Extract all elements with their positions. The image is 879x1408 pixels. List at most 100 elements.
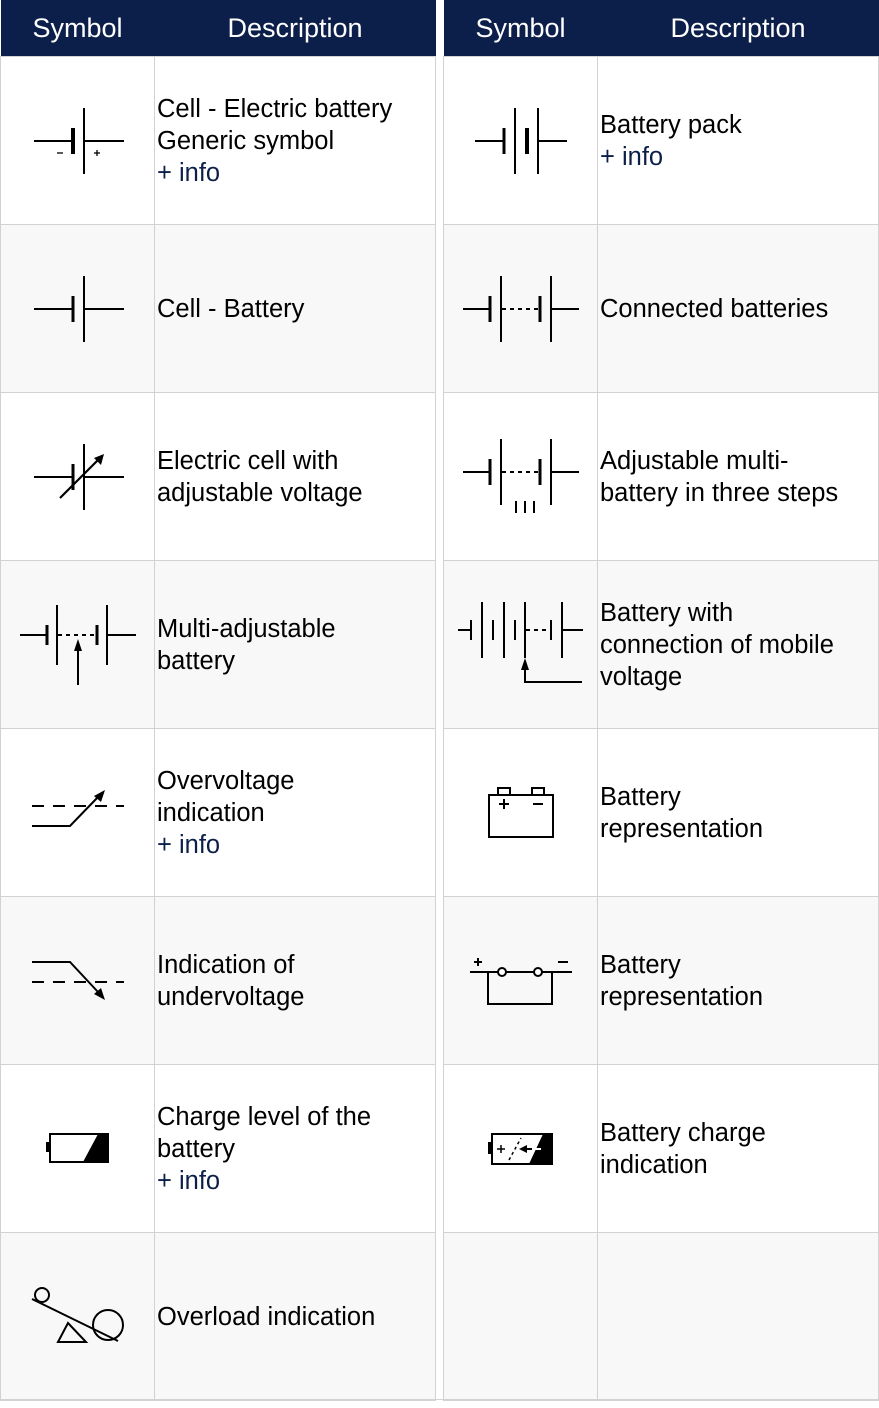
description-line: battery in three steps	[600, 478, 839, 507]
battery-pack-icon	[474, 107, 567, 174]
description-line: connection of mobile	[600, 630, 834, 659]
description-line: Generic symbol	[157, 126, 335, 155]
symbol-cell	[0, 224, 155, 393]
right-header-symbol: Symbol	[443, 0, 598, 57]
info-link[interactable]: + info	[600, 142, 664, 171]
info-link[interactable]: + info	[157, 830, 221, 859]
description-line: representation	[600, 814, 764, 843]
overload-icon	[31, 1286, 124, 1343]
description-line: Electric cell with	[157, 446, 339, 475]
table-row: Battery with connection of mobile voltag…	[443, 560, 879, 729]
symbol-cell	[443, 1232, 598, 1401]
adjustable-cell-icon	[33, 443, 124, 510]
symbol-cell	[0, 1232, 155, 1401]
symbol-cell	[0, 560, 155, 729]
table-gap	[436, 0, 443, 1400]
mobile-voltage-battery-icon	[457, 601, 583, 683]
symbol-cell	[443, 728, 598, 897]
symbol-cell	[443, 560, 598, 729]
info-link[interactable]: + info	[157, 158, 221, 187]
symbol-cell	[443, 1064, 598, 1233]
battery-charge-icon	[487, 1132, 553, 1165]
battery-box-icon	[487, 786, 554, 838]
battery-cell-icon	[33, 275, 124, 342]
description-line: Adjustable multi-	[600, 446, 789, 475]
description-cell: Battery pack + info	[597, 56, 879, 225]
multi-adjustable-battery-icon	[19, 604, 136, 685]
symbol-cell	[443, 392, 598, 561]
description-line: Battery charge	[600, 1118, 766, 1147]
right-symbol-table: Symbol Description Batte	[443, 0, 879, 1401]
left-symbol-table: Symbol Description	[0, 0, 436, 1401]
symbol-cell	[0, 1064, 155, 1233]
table-row: Battery charge indication	[443, 1064, 879, 1233]
description-cell: Cell - Electric battery Generic symbol +…	[154, 56, 436, 225]
overvoltage-icon	[31, 789, 124, 827]
symbol-cell	[0, 392, 155, 561]
table-row: Battery representation	[443, 896, 879, 1065]
description-line: Battery	[600, 950, 681, 979]
description-line: adjustable voltage	[157, 478, 363, 507]
description-line: Multi-adjustable	[157, 614, 336, 643]
description-line: representation	[600, 982, 764, 1011]
description-cell: Battery with connection of mobile voltag…	[597, 560, 879, 729]
symbol-cell	[443, 224, 598, 393]
description-cell	[597, 1232, 879, 1401]
table-row: Cell - Electric battery Generic symbol +…	[0, 56, 436, 225]
description-cell: Cell - Battery	[154, 224, 436, 393]
description-line: Overload indication	[157, 1302, 376, 1331]
description-line: Indication of	[157, 950, 295, 979]
left-header-description: Description	[154, 0, 436, 57]
description-line: Battery with	[600, 598, 734, 627]
table-row: Charge level of the battery + info	[0, 1064, 436, 1233]
left-header-row: Symbol Description	[0, 0, 436, 57]
description-line: Battery pack	[600, 110, 742, 139]
description-line: Overvoltage	[157, 766, 295, 795]
description-line: indication	[157, 798, 265, 827]
bottom-divider	[0, 1399, 879, 1400]
description-cell: Battery representation	[597, 728, 879, 897]
description-line: voltage	[600, 662, 683, 691]
symbol-cell	[0, 56, 155, 225]
left-header-symbol: Symbol	[0, 0, 155, 57]
charge-level-icon	[45, 1132, 109, 1163]
symbol-cell	[443, 56, 598, 225]
right-header-row: Symbol Description	[443, 0, 879, 57]
table-row: Adjustable multi- battery in three steps	[443, 392, 879, 561]
battery-box-terminals-icon	[469, 957, 572, 1005]
table-row: Battery representation	[443, 728, 879, 897]
description-cell: Connected batteries	[597, 224, 879, 393]
table-row: Overload indication	[0, 1232, 436, 1401]
generic-battery-cell-icon	[33, 107, 124, 174]
info-link[interactable]: + info	[157, 1166, 221, 1195]
description-line: Battery	[600, 782, 681, 811]
description-line: indication	[600, 1150, 708, 1179]
table-row	[443, 1232, 879, 1401]
description-cell: Overvoltage indication + info	[154, 728, 436, 897]
description-line: Cell - Electric battery	[157, 94, 393, 123]
table-row: Multi-adjustable battery	[0, 560, 436, 729]
symbol-cell	[443, 896, 598, 1065]
description-cell: Charge level of the battery + info	[154, 1064, 436, 1233]
description-cell: Indication of undervoltage	[154, 896, 436, 1065]
description-line: battery	[157, 646, 235, 675]
description-cell: Multi-adjustable battery	[154, 560, 436, 729]
description-line: Connected batteries	[600, 294, 829, 323]
three-step-battery-icon	[462, 438, 579, 513]
description-cell: Battery representation	[597, 896, 879, 1065]
description-cell: Adjustable multi- battery in three steps	[597, 392, 879, 561]
description-line: battery	[157, 1134, 235, 1163]
table-row: Indication of undervoltage	[0, 896, 436, 1065]
table-row: Battery pack + info	[443, 56, 879, 225]
table-row: Electric cell with adjustable voltage	[0, 392, 436, 561]
description-cell: Electric cell with adjustable voltage	[154, 392, 436, 561]
symbol-cell	[0, 728, 155, 897]
symbol-cell	[0, 896, 155, 1065]
right-header-description: Description	[597, 0, 879, 57]
table-row: Cell - Battery	[0, 224, 436, 393]
table-row: Overvoltage indication + info	[0, 728, 436, 897]
description-line: undervoltage	[157, 982, 305, 1011]
description-line: Cell - Battery	[157, 294, 305, 323]
description-cell: Battery charge indication	[597, 1064, 879, 1233]
